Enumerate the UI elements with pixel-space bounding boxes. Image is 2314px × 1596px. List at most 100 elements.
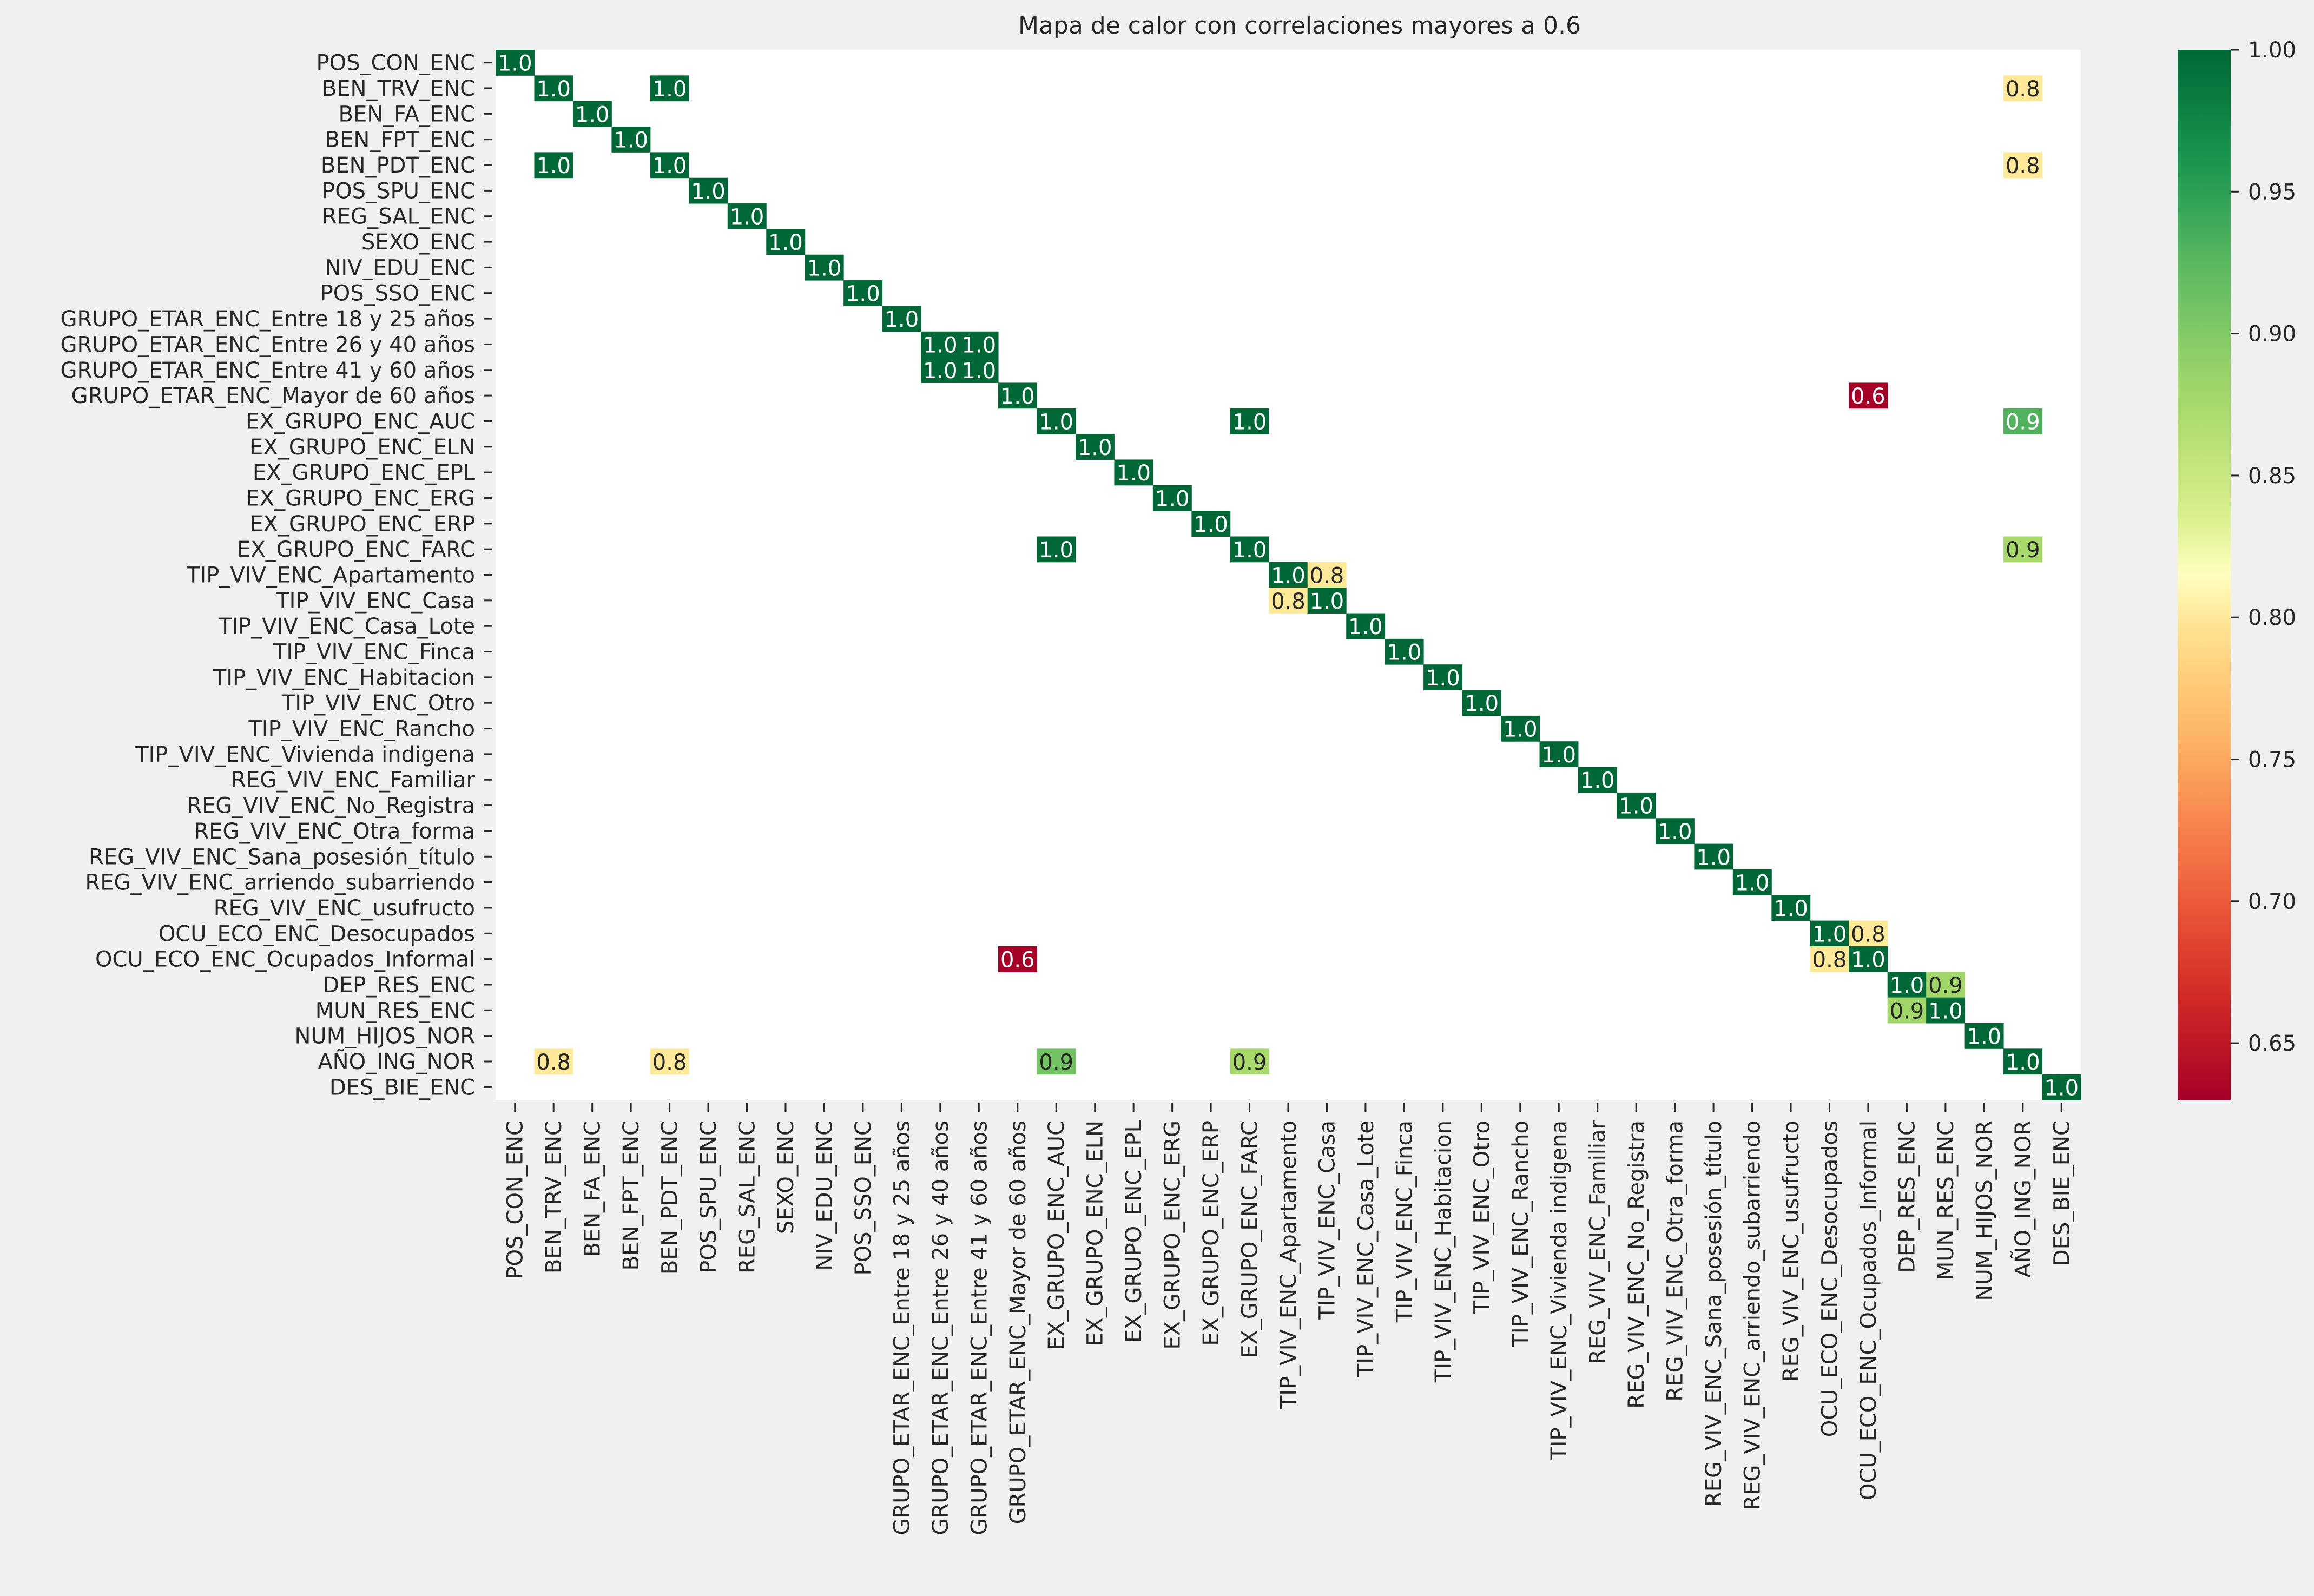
heatmap-cell: [1423, 664, 1463, 691]
x-tick-label: REG_VIV_ENC_No_Registra: [1624, 1120, 1649, 1409]
x-tick-label: MUN_RES_ENC: [1934, 1120, 1959, 1280]
x-tick-label: REG_VIV_ENC_Sana_posesión_título: [1702, 1120, 1726, 1507]
heatmap-cell: [1732, 869, 1772, 895]
y-tick-label: TIP_VIV_ENC_Vivienda indigena: [135, 742, 475, 767]
heatmap-cell: [1578, 767, 1617, 793]
heatmap-cell: [1114, 459, 1153, 486]
heatmap-cell: [921, 331, 960, 358]
cell-value-label: 0.6: [1851, 384, 1886, 409]
colorbar-tick-label: 0.75: [2248, 747, 2296, 772]
cell-value-label: 1.0: [1116, 461, 1151, 486]
cell-value-label: 1.0: [1387, 641, 1422, 665]
cell-value-label: 1.0: [1039, 410, 1073, 434]
heatmap-cell: [1269, 588, 1308, 614]
x-tick-label: EX_GRUPO_ENC_ERP: [1199, 1120, 1224, 1346]
heatmap-cell: [496, 50, 535, 76]
x-tick-label: BEN_TRV_ENC: [542, 1120, 566, 1274]
x-tick-label: BEN_FA_ENC: [581, 1120, 605, 1257]
colorbar-tick-label: 0.80: [2248, 605, 2296, 630]
cell-value-label: 0.8: [2006, 77, 2040, 102]
heatmap-cell: [1694, 843, 1733, 870]
cell-value-label: 1.0: [652, 154, 687, 179]
cell-value-label: 1.0: [1774, 896, 1808, 921]
heatmap-cell: [1346, 613, 1386, 639]
heatmap-cell: [1887, 972, 1927, 998]
x-tick-label: DEP_RES_ENC: [1895, 1120, 1920, 1273]
x-tick-label: TIP_VIV_ENC_Otro: [1469, 1120, 1494, 1314]
cell-value-label: 0.9: [1928, 973, 1963, 998]
y-tick-label: EX_GRUPO_ENC_EPL: [253, 460, 476, 485]
y-tick-label: EX_GRUPO_ENC_ERP: [249, 512, 475, 537]
heatmap-cell: [882, 306, 921, 332]
heatmap-cell: [1037, 536, 1076, 563]
x-tick-label: NUM_HIJOS_NOR: [1972, 1120, 1997, 1301]
y-tick-label: REG_VIV_ENC_usufructo: [214, 896, 475, 921]
y-tick-label: POS_CON_ENC: [317, 51, 475, 76]
heatmap-cell: [959, 357, 999, 383]
y-tick-label: TIP_VIV_ENC_Casa: [275, 589, 475, 614]
cell-value-label: 1.0: [1658, 820, 1692, 845]
y-tick-label: BEN_FPT_ENC: [325, 128, 475, 153]
y-tick-label: OCU_ECO_ENC_Ocupados_Informal: [95, 947, 475, 972]
heatmap-cell: [1307, 588, 1347, 614]
y-tick-label: DES_BIE_ENC: [329, 1075, 475, 1100]
y-tick-label: OCU_ECO_ENC_Desocupados: [159, 921, 475, 946]
cell-value-label: 1.0: [923, 333, 958, 358]
cell-value-label: 0.6: [1000, 948, 1035, 973]
cell-value-label: 1.0: [536, 77, 571, 102]
cell-value-label: 1.0: [1619, 794, 1653, 819]
x-tick-label: TIP_VIV_ENC_Casa: [1315, 1120, 1340, 1320]
x-tick-label: NIV_EDU_ENC: [812, 1120, 837, 1271]
cell-value-label: 0.9: [1890, 999, 1924, 1024]
x-tick-label: REG_VIV_ENC_arriendo_subarriendo: [1741, 1120, 1765, 1511]
heatmap-cells: 1.01.0 1.0 0.81.01.01.0 1.0 0.81.01.01.01.01…: [496, 50, 2081, 1100]
x-axis-labels: POS_CON_ENC BEN_TRV_ENC BEN_FA_ENC BEN_FPT_…: [503, 1103, 2074, 1535]
heatmap-cell: [1191, 511, 1231, 537]
cell-value-label: 1.0: [1851, 948, 1886, 973]
y-tick-label: NUM_HIJOS_NOR: [295, 1024, 475, 1049]
heatmap-cell: [1617, 792, 1656, 819]
x-tick-label: TIP_VIV_ENC_Apartamento: [1276, 1120, 1301, 1409]
x-tick-label: AÑO_ING_NOR: [2010, 1120, 2036, 1278]
y-tick-label: EX_GRUPO_ENC_AUC: [246, 409, 475, 434]
heatmap-cell: [1655, 818, 1695, 845]
heatmap-cell: [572, 101, 612, 127]
cell-value-label: 1.0: [1928, 999, 1963, 1024]
y-tick-label: EX_GRUPO_ENC_ERG: [246, 486, 475, 511]
heatmap-cell: [959, 331, 999, 358]
y-tick-label: GRUPO_ETAR_ENC_Entre 41 y 60 años: [60, 358, 475, 383]
heatmap-cell: [2003, 408, 2043, 434]
heatmap-cell: [1230, 408, 1269, 434]
heatmap-cell: [766, 229, 806, 255]
heatmap-cell: [689, 177, 728, 204]
x-tick-label: GRUPO_ETAR_ENC_Mayor de 60 años: [1006, 1120, 1031, 1524]
heatmap-cell: [805, 254, 844, 281]
heatmap-cell: [1849, 946, 1888, 972]
heatmap-cell: [1462, 690, 1501, 716]
cell-value-label: 1.0: [846, 282, 880, 307]
y-tick-label: GRUPO_ETAR_ENC_Mayor de 60 años: [71, 384, 475, 408]
y-tick-label: TIP_VIV_ENC_Apartamento: [186, 563, 475, 588]
cell-value-label: 1.0: [1000, 384, 1035, 409]
cell-value-label: 0.8: [1310, 564, 1344, 589]
cell-value-label: 0.8: [1812, 948, 1847, 973]
cell-value-label: 0.8: [536, 1050, 571, 1075]
x-tick-label: OCU_ECO_ENC_Ocupados_Informal: [1856, 1120, 1881, 1500]
cell-value-label: 1.0: [1232, 538, 1267, 563]
cell-value-label: 1.0: [691, 179, 726, 204]
y-tick-label: GRUPO_ETAR_ENC_Entre 26 y 40 años: [60, 332, 475, 357]
cell-value-label: 1.0: [2044, 1076, 2079, 1100]
colorbar-tick-label: 0.90: [2248, 322, 2296, 347]
chart-title: Mapa de calor con correlaciones mayores …: [1018, 12, 1581, 39]
cell-value-label: 0.9: [1039, 1050, 1073, 1075]
cell-value-label: 1.0: [1310, 589, 1344, 614]
x-tick-label: POS_SPU_ENC: [696, 1120, 721, 1274]
heatmap-cell: [1849, 382, 1888, 409]
heatmap-cell: [1385, 638, 1424, 665]
y-tick-label: BEN_PDT_ENC: [321, 153, 475, 178]
cell-value-label: 0.8: [2006, 154, 2040, 179]
heatmap-cell: [534, 1048, 573, 1075]
heatmap-cell: [1810, 920, 1849, 947]
cell-value-label: 1.0: [1039, 538, 1073, 563]
heatmap-cell: [1075, 434, 1115, 460]
